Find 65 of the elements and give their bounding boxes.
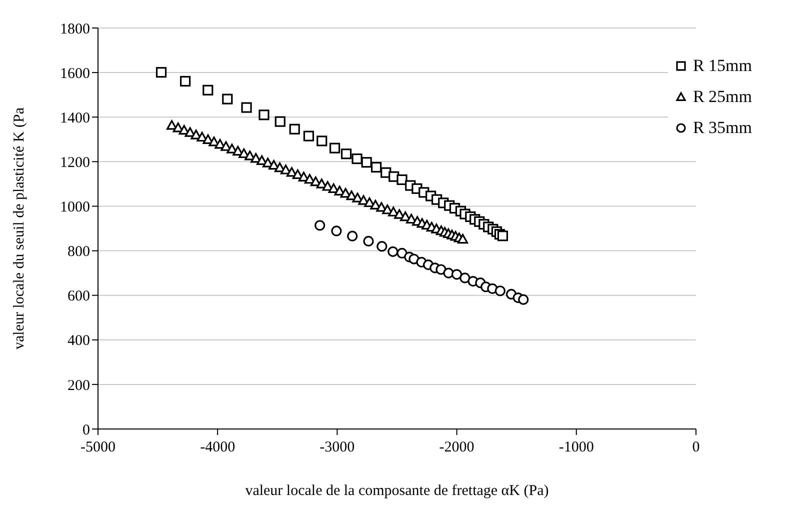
- point: [220, 141, 232, 151]
- point: [202, 84, 214, 96]
- point: [457, 234, 468, 244]
- point: [328, 183, 339, 194]
- x-tick-label: -4000: [200, 440, 236, 456]
- point: [347, 230, 358, 242]
- point: [396, 174, 408, 186]
- point: [352, 192, 363, 202]
- point: [396, 248, 408, 259]
- point: [340, 148, 352, 160]
- y-axis-title: valeur locale du seuil de plasticité K (Pa: [11, 107, 28, 350]
- point: [232, 146, 244, 156]
- y-tick-label: 1600: [60, 66, 90, 82]
- x-tick-label: -1000: [558, 440, 594, 456]
- point: [358, 195, 369, 205]
- point: [352, 153, 362, 164]
- point: [334, 186, 345, 196]
- point: [166, 120, 178, 130]
- point: [156, 67, 167, 78]
- point: [202, 134, 214, 144]
- point: [289, 124, 300, 134]
- legend-label: R 15mm: [692, 56, 752, 76]
- y-tick-label: 800: [68, 244, 90, 260]
- x-tick-label: -3000: [320, 440, 355, 456]
- point: [497, 230, 508, 242]
- point: [451, 269, 462, 280]
- point: [196, 132, 208, 142]
- y-tick-label: 1200: [60, 154, 90, 171]
- point: [363, 236, 374, 246]
- point: [316, 178, 327, 188]
- point: [303, 130, 314, 142]
- point: [370, 162, 382, 173]
- y-tick-label: 600: [68, 288, 90, 305]
- point: [274, 116, 286, 127]
- point: [180, 76, 191, 87]
- point: [376, 241, 388, 252]
- point: [322, 181, 333, 191]
- point: [190, 130, 202, 140]
- legend-label: R 25mm: [692, 86, 752, 106]
- point: [329, 142, 340, 154]
- point: [331, 226, 342, 236]
- point: [316, 136, 328, 146]
- point: [364, 197, 375, 208]
- point: [518, 294, 529, 305]
- x-tick-label: -2000: [439, 440, 474, 456]
- point: [298, 172, 309, 182]
- y-tick-label: 200: [68, 378, 90, 394]
- y-tick-label: 400: [68, 333, 90, 350]
- y-tick-label: 1400: [60, 110, 90, 126]
- x-tick-label: 0: [692, 440, 700, 456]
- point: [241, 102, 252, 113]
- y-tick-label: 1000: [60, 200, 90, 216]
- point: [258, 110, 270, 120]
- point: [361, 157, 372, 168]
- point: [314, 220, 326, 231]
- point: [388, 246, 398, 257]
- point: [494, 286, 506, 296]
- point: [184, 127, 196, 137]
- point: [436, 264, 446, 275]
- x-tick-label: -5000: [80, 440, 116, 456]
- legend-label: R 35mm: [692, 118, 752, 138]
- x-axis-title: valeur locale de la composante de frettage αK (Pa): [245, 483, 549, 499]
- y-tick-label: 1800: [60, 21, 90, 38]
- y-tick-label: 0: [82, 422, 90, 438]
- point: [222, 94, 233, 104]
